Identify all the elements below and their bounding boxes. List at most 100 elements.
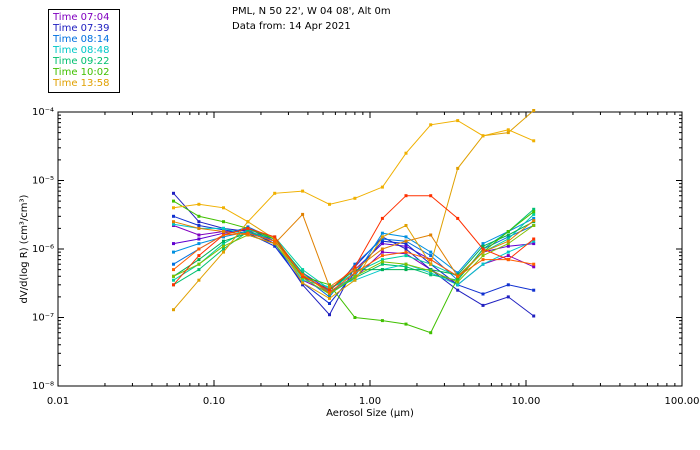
data-point (481, 244, 485, 248)
data-point (172, 250, 175, 254)
data-point (197, 258, 201, 262)
y-tick-label: 10⁻⁶ (32, 244, 54, 255)
data-point (404, 262, 408, 266)
data-point (380, 262, 384, 266)
data-point (172, 191, 175, 195)
data-point (532, 207, 536, 211)
data-point (380, 250, 384, 254)
data-point (246, 231, 250, 235)
data-point (197, 242, 201, 246)
data-point (301, 281, 305, 285)
data-point (532, 210, 536, 214)
data-point (222, 206, 225, 210)
data-point (197, 233, 201, 237)
data-point (273, 244, 277, 248)
data-point (380, 258, 384, 262)
data-point (404, 322, 408, 326)
data-point (197, 278, 201, 282)
y-tick-label: 10⁻⁸ (32, 381, 54, 392)
data-point (481, 250, 485, 254)
x-tick-label: 1.00 (359, 396, 381, 407)
data-point (506, 295, 510, 299)
data-point (301, 212, 305, 216)
data-point (246, 233, 250, 237)
data-point (532, 216, 536, 220)
data-point (532, 212, 536, 216)
x-tick-label: 0.10 (203, 396, 225, 407)
data-point (380, 247, 384, 251)
data-point (172, 268, 175, 272)
data-point (532, 224, 536, 227)
data-point (172, 278, 175, 282)
data-point (246, 226, 250, 230)
data-point (328, 283, 331, 287)
data-point (506, 242, 510, 246)
data-point (328, 296, 331, 300)
data-point (506, 235, 510, 239)
data-point (404, 268, 408, 272)
data-point (506, 233, 510, 237)
data-point (380, 268, 384, 272)
site-header: PML, N 50 22', W 04 08', Alt 0m (232, 6, 391, 17)
data-point (456, 271, 460, 275)
data-point (429, 194, 433, 198)
data-point (532, 242, 536, 246)
data-point (456, 274, 460, 278)
data-point (172, 214, 175, 218)
data-point (532, 239, 536, 243)
data-point (481, 254, 485, 258)
data-point (481, 292, 485, 296)
data-point (197, 237, 201, 241)
data-point (506, 237, 510, 241)
data-point (197, 268, 201, 272)
data-point (380, 239, 384, 243)
data-point (172, 274, 175, 278)
data-point (456, 283, 460, 287)
data-point (172, 206, 175, 210)
data-point (353, 268, 357, 272)
data-point (353, 316, 357, 319)
data-point (172, 220, 175, 224)
y-tick-label: 10⁻⁴ (32, 107, 54, 118)
x-tick-label: 100.00 (665, 396, 700, 407)
data-point (328, 285, 331, 289)
data-point (532, 237, 536, 241)
data-point (380, 185, 384, 189)
data-point (481, 258, 485, 262)
data-point (197, 214, 201, 218)
data-point (301, 273, 305, 277)
data-date: Data from: 14 Apr 2021 (232, 21, 351, 32)
data-point (532, 262, 536, 266)
data-point (429, 123, 433, 127)
data-point (429, 273, 433, 277)
data-point (404, 254, 408, 258)
data-point (380, 237, 384, 241)
data-point (404, 235, 408, 239)
series-s14 (172, 119, 536, 224)
data-point (380, 254, 384, 258)
data-point (506, 283, 510, 287)
data-point (456, 278, 460, 282)
data-point (532, 219, 536, 223)
data-point (429, 250, 433, 254)
data-point (429, 233, 433, 237)
data-point (197, 247, 201, 251)
legend-entry: Time 10:02 (53, 67, 110, 78)
data-point (328, 202, 331, 206)
data-point (506, 230, 510, 233)
data-point (172, 199, 175, 203)
data-point (429, 254, 433, 258)
x-tick-label: 0.01 (47, 396, 69, 407)
data-point (328, 302, 331, 305)
data-point (301, 283, 305, 287)
data-point (429, 262, 433, 266)
data-point (197, 202, 201, 206)
data-point (532, 288, 536, 292)
data-point (222, 235, 225, 239)
data-point (456, 166, 460, 170)
data-point (222, 247, 225, 251)
data-point (380, 231, 384, 235)
data-point (353, 262, 357, 266)
data-point (197, 254, 201, 258)
